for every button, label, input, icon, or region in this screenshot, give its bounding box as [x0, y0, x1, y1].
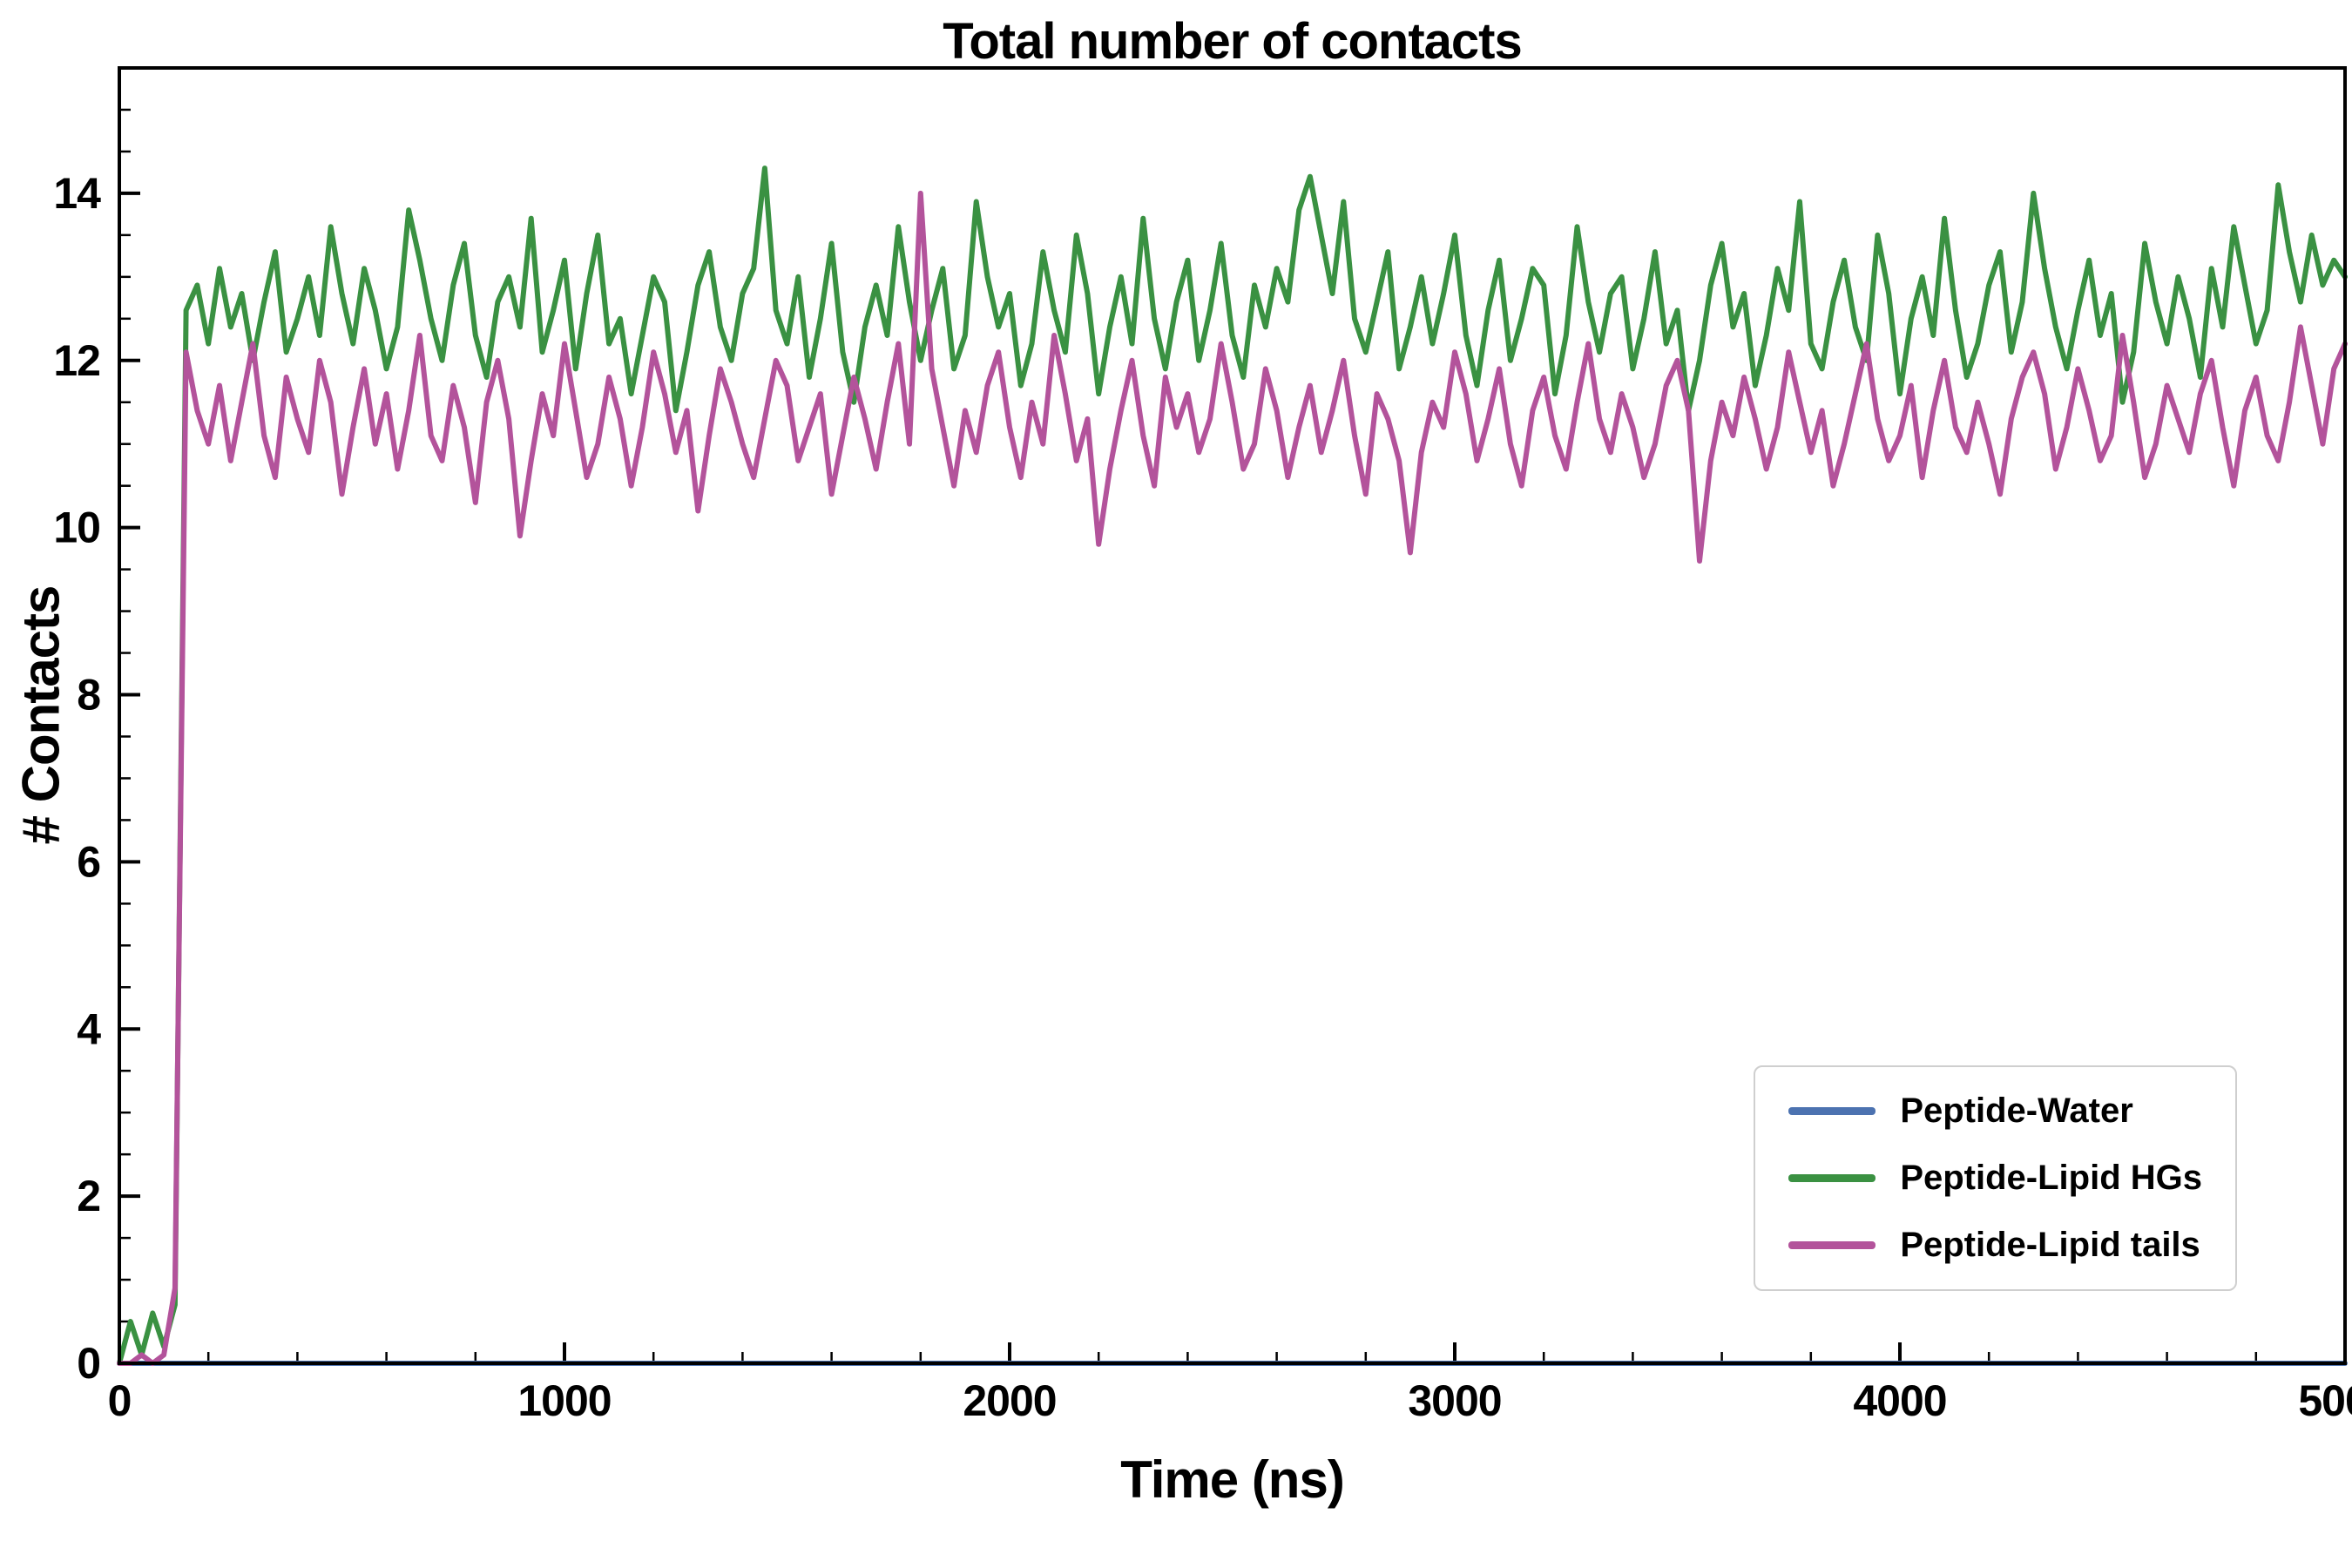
- legend-swatch-peptide-water: [1788, 1107, 1876, 1115]
- y-axis-label: # Contacts: [11, 585, 71, 845]
- x-tick-label: 5000: [2298, 1376, 2352, 1425]
- legend-swatch-peptide-lipid-hgs: [1788, 1174, 1876, 1182]
- y-tick-label: 4: [77, 1004, 101, 1053]
- series-line-peptide-lipid-hgs: [117, 166, 2348, 1366]
- y-tick-label: 0: [77, 1339, 100, 1388]
- x-tick-label: 0: [108, 1376, 132, 1425]
- x-tick-label: 2000: [963, 1376, 1056, 1425]
- y-tick-label: 12: [53, 336, 100, 385]
- legend-item-peptide-water: Peptide-Water: [1788, 1092, 2202, 1131]
- x-tick-label: 1000: [517, 1376, 611, 1425]
- legend-swatch-peptide-lipid-tails: [1788, 1241, 1876, 1249]
- series-line-peptide-lipid-tails: [117, 190, 2348, 1366]
- y-tick-label: 2: [77, 1172, 100, 1220]
- y-tick-label: 8: [77, 671, 100, 720]
- legend-label-peptide-water: Peptide-Water: [1900, 1092, 2133, 1130]
- x-axis-label: Time (ns): [1120, 1450, 1345, 1509]
- y-tick-label: 14: [53, 169, 101, 218]
- chart-title: Total number of contacts: [943, 13, 1523, 70]
- x-tick-label: 4000: [1853, 1376, 1946, 1425]
- axes-frame: [118, 66, 2347, 1365]
- legend-item-peptide-lipid-hgs: Peptide-Lipid HGs: [1788, 1159, 2202, 1198]
- legend: Peptide-Water Peptide-Lipid HGs Peptide-…: [1754, 1065, 2237, 1291]
- y-tick-label: 10: [53, 504, 100, 552]
- x-tick-label: 3000: [1408, 1376, 1501, 1425]
- legend-label-peptide-lipid-tails: Peptide-Lipid tails: [1900, 1226, 2200, 1264]
- legend-item-peptide-lipid-tails: Peptide-Lipid tails: [1788, 1226, 2202, 1265]
- legend-label-peptide-lipid-hgs: Peptide-Lipid HGs: [1900, 1159, 2202, 1197]
- y-tick-label: 6: [77, 837, 100, 886]
